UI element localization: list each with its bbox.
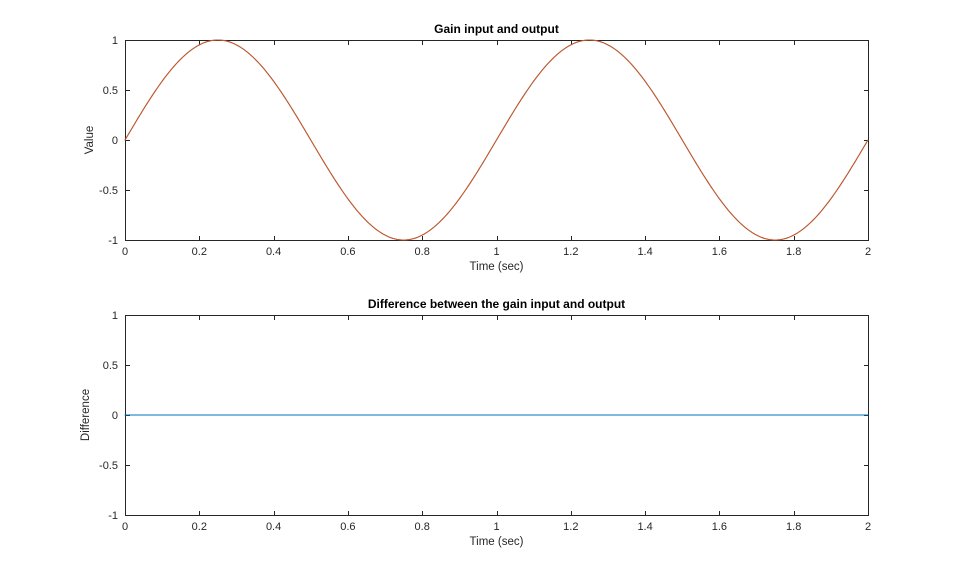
y-tick-label: -0.5 <box>99 460 118 472</box>
x-tick-label: 0.4 <box>266 521 281 533</box>
x-tick-label: 0 <box>122 521 128 533</box>
y-tick-label: -1 <box>108 235 118 247</box>
x-tick-label: 0.8 <box>415 246 430 258</box>
y-tick-label: -0.5 <box>99 185 118 197</box>
x-tick-label: 1.4 <box>637 521 652 533</box>
y-tick-label: -1 <box>108 510 118 522</box>
y-tick-label: 0 <box>112 135 118 147</box>
axes-box <box>125 40 869 241</box>
bottom-plot-xlabel: Time (sec) <box>469 536 524 548</box>
y-tick-label: 0 <box>112 410 118 422</box>
y-tick-label: 1 <box>112 310 118 322</box>
x-tick-label: 1.2 <box>563 521 578 533</box>
y-tick-label: 0.5 <box>103 85 118 97</box>
x-tick-label: 0 <box>122 246 128 258</box>
y-tick-label: 1 <box>112 35 118 47</box>
x-tick-label: 1.4 <box>637 246 652 258</box>
x-tick-label: 1.2 <box>563 246 578 258</box>
bottom-plot-ylabel: Difference <box>80 388 92 442</box>
y-tick-label: 0.5 <box>103 360 118 372</box>
top-plot-ylabel: Value <box>84 125 96 155</box>
x-tick-label: 2 <box>865 246 871 258</box>
x-tick-label: 1 <box>493 521 499 533</box>
x-tick-label: 2 <box>865 521 871 533</box>
x-tick-label: 1 <box>493 246 499 258</box>
bottom-plot-title: Difference between the gain input and ou… <box>367 297 626 311</box>
x-tick-label: 1.6 <box>712 521 727 533</box>
x-tick-label: 0.4 <box>266 246 281 258</box>
x-tick-label: 0.6 <box>340 521 355 533</box>
x-tick-label: 1.8 <box>786 246 801 258</box>
series-line-gain-output <box>124 39 869 241</box>
x-tick-label: 0.6 <box>340 246 355 258</box>
top-plot-title: Gain input and output <box>434 22 559 36</box>
top-plot-xlabel: Time (sec) <box>469 261 524 273</box>
x-tick-label: 0.2 <box>192 521 207 533</box>
x-tick-label: 1.6 <box>712 246 727 258</box>
x-tick-label: 0.8 <box>415 521 430 533</box>
x-tick-label: 0.2 <box>192 246 207 258</box>
x-tick-label: 1.8 <box>786 521 801 533</box>
